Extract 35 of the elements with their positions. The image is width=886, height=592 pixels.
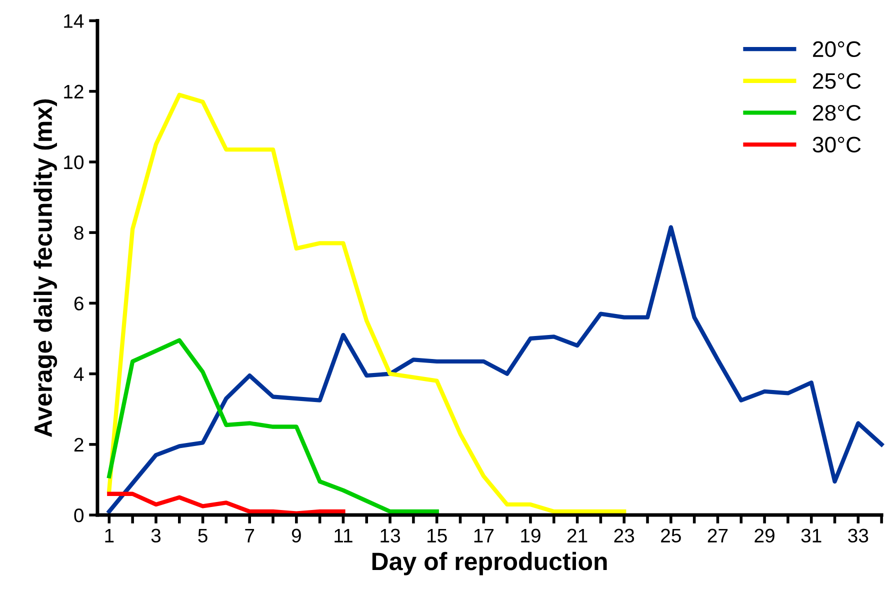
x-tick-label: 11	[334, 528, 352, 542]
x-tick-label: 17	[474, 528, 494, 542]
legend-label: 30°C	[812, 136, 861, 153]
x-tick-label: 23	[614, 528, 634, 543]
x-axis-title: Day of reproduction	[372, 552, 607, 576]
x-tick-label: 5	[198, 528, 208, 543]
line-series	[107, 492, 346, 516]
x-tick-label: 15	[428, 528, 447, 543]
x-tick-label: 3	[151, 528, 161, 543]
x-tick-label: 27	[708, 528, 728, 542]
y-tick-label: 12	[64, 84, 84, 98]
y-axis-title: Average daily fecundity (mx)	[34, 99, 58, 437]
x-tick-label: 9	[292, 528, 301, 543]
x-tick-label: 33	[848, 528, 868, 543]
x-tick-label: 21	[567, 528, 588, 542]
y-tick-label: 2	[74, 438, 84, 452]
line-series	[107, 225, 884, 514]
y-tick-label: 8	[74, 226, 84, 240]
legend-label: 28°C	[813, 104, 861, 121]
x-tick-label: 13	[380, 528, 400, 543]
x-tick-label: 7	[245, 528, 254, 542]
x-tick-label: 25	[661, 528, 681, 543]
legend-label: 20°C	[813, 41, 861, 58]
x-tick-label: 1	[105, 528, 114, 542]
x-tick-label: 29	[754, 528, 774, 543]
line-series	[107, 92, 626, 514]
x-tick-label: 31	[801, 528, 822, 543]
y-tick-label: 0	[74, 508, 84, 522]
y-tick-label: 10	[64, 155, 84, 170]
y-tick-label: 6	[74, 296, 84, 310]
x-tick-label: 19	[521, 528, 540, 543]
y-tick-label: 14	[64, 14, 84, 28]
line-series	[107, 338, 439, 514]
y-tick-label: 4	[74, 367, 84, 381]
legend-label: 25°C	[813, 73, 861, 89]
